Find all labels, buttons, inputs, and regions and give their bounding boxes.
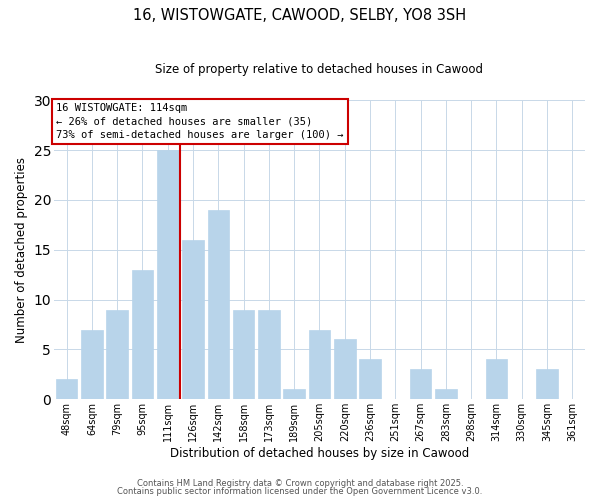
- Bar: [81, 330, 103, 400]
- Bar: [233, 310, 254, 400]
- Bar: [435, 390, 457, 400]
- Text: Contains public sector information licensed under the Open Government Licence v3: Contains public sector information licen…: [118, 487, 482, 496]
- Bar: [283, 390, 305, 400]
- Y-axis label: Number of detached properties: Number of detached properties: [15, 157, 28, 343]
- Bar: [486, 360, 507, 400]
- Bar: [258, 310, 280, 400]
- Text: 16, WISTOWGATE, CAWOOD, SELBY, YO8 3SH: 16, WISTOWGATE, CAWOOD, SELBY, YO8 3SH: [133, 8, 467, 22]
- Bar: [309, 330, 330, 400]
- Bar: [208, 210, 229, 400]
- X-axis label: Distribution of detached houses by size in Cawood: Distribution of detached houses by size …: [170, 447, 469, 460]
- Bar: [132, 270, 153, 400]
- Text: 16 WISTOWGATE: 114sqm
← 26% of detached houses are smaller (35)
73% of semi-deta: 16 WISTOWGATE: 114sqm ← 26% of detached …: [56, 104, 344, 140]
- Title: Size of property relative to detached houses in Cawood: Size of property relative to detached ho…: [155, 62, 484, 76]
- Bar: [182, 240, 204, 400]
- Bar: [536, 370, 558, 400]
- Bar: [106, 310, 128, 400]
- Bar: [157, 150, 179, 400]
- Bar: [56, 380, 77, 400]
- Bar: [410, 370, 431, 400]
- Bar: [334, 340, 356, 400]
- Text: Contains HM Land Registry data © Crown copyright and database right 2025.: Contains HM Land Registry data © Crown c…: [137, 478, 463, 488]
- Bar: [359, 360, 381, 400]
